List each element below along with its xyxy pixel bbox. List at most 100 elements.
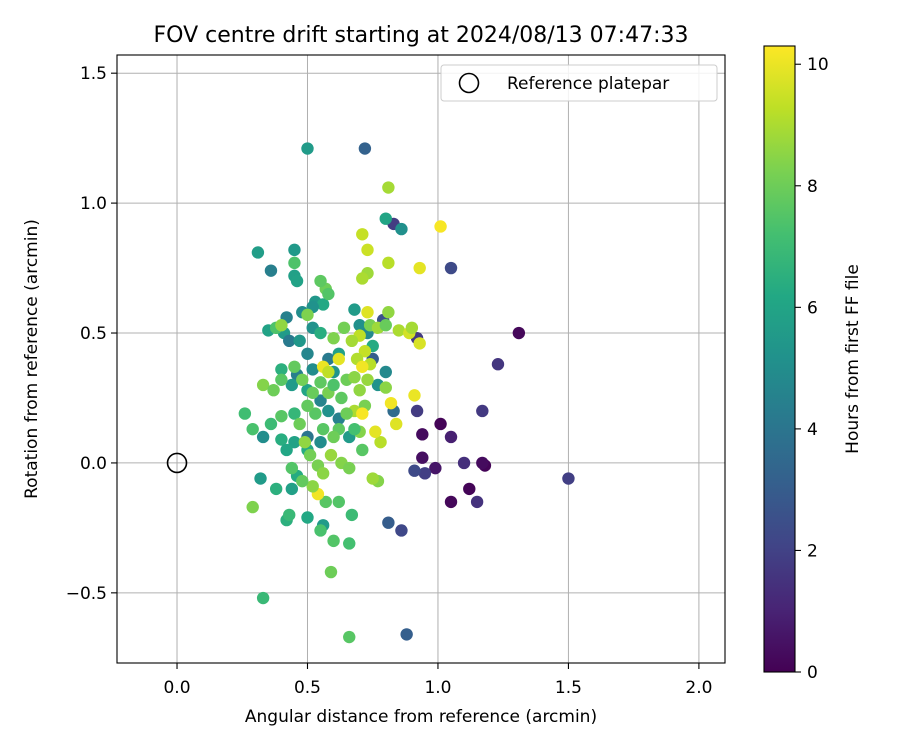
colorbar-tick-label: 6	[807, 298, 818, 318]
data-point	[309, 407, 322, 420]
data-point	[256, 591, 270, 605]
data-point	[356, 407, 369, 420]
data-point	[283, 508, 296, 522]
data-point	[275, 363, 288, 376]
data-point	[298, 435, 312, 449]
data-point	[314, 435, 327, 449]
y-axis-label: Rotation from reference (arcmin)	[22, 219, 42, 499]
data-point	[345, 334, 359, 348]
data-point	[343, 537, 356, 550]
data-point	[335, 391, 348, 405]
data-point	[293, 417, 306, 431]
colorbar-tick-label: 10	[807, 55, 829, 75]
data-point	[306, 480, 319, 493]
data-point	[314, 326, 327, 340]
y-axis-ticks: −0.5 0.0 0.5 1.0 1.5	[66, 64, 117, 604]
data-point	[332, 495, 346, 509]
data-point	[316, 298, 330, 311]
data-point	[301, 142, 314, 155]
data-point	[356, 443, 369, 457]
data-point	[379, 319, 392, 332]
data-point	[374, 435, 387, 449]
data-point	[400, 628, 413, 641]
y-tick-label: 0.5	[80, 324, 107, 344]
data-point	[285, 461, 299, 475]
data-point	[275, 319, 288, 332]
data-point	[264, 264, 278, 277]
y-tick-label: −0.5	[66, 584, 107, 604]
data-point	[314, 274, 327, 288]
data-point	[327, 378, 340, 392]
data-point	[246, 500, 259, 514]
data-point	[476, 456, 489, 470]
data-point	[324, 448, 338, 462]
data-point	[444, 261, 458, 275]
data-point	[413, 337, 426, 350]
data-point	[306, 363, 319, 376]
data-point	[306, 386, 319, 399]
y-tick-label: 1.5	[80, 64, 107, 84]
data-point	[343, 630, 356, 644]
data-point	[293, 334, 306, 348]
data-point	[285, 482, 299, 496]
colorbar: 0 2 4 6 8 10 Hours from first FF file	[763, 45, 863, 683]
data-point	[358, 142, 372, 155]
data-point	[384, 396, 398, 410]
data-point	[356, 228, 369, 241]
data-point	[288, 360, 301, 373]
data-point	[361, 373, 374, 386]
data-point	[358, 345, 372, 358]
data-point	[296, 373, 309, 386]
colorbar-tick-label: 0	[807, 663, 818, 683]
reference-platepar-marker	[166, 452, 188, 474]
data-point	[327, 534, 340, 548]
data-point	[254, 472, 267, 485]
data-point	[369, 425, 382, 438]
data-point	[348, 303, 361, 316]
data-point	[356, 272, 369, 285]
data-point	[301, 399, 314, 412]
data-point	[361, 306, 374, 319]
plot-frame	[116, 54, 726, 664]
data-point	[366, 472, 379, 485]
data-point	[379, 212, 392, 225]
data-points	[238, 142, 575, 644]
data-point	[283, 334, 296, 348]
data-point	[238, 407, 252, 420]
data-point	[246, 422, 259, 436]
data-point	[491, 357, 505, 371]
data-point	[392, 324, 406, 337]
data-point	[285, 378, 299, 392]
data-point	[290, 274, 304, 288]
data-point	[327, 332, 340, 345]
data-point	[382, 306, 395, 319]
colorbar-gradient	[763, 45, 796, 673]
data-point	[303, 448, 317, 462]
colorbar-label: Hours from first FF file	[843, 264, 863, 454]
data-point	[256, 378, 270, 392]
data-point	[348, 370, 361, 384]
data-point	[434, 417, 447, 431]
data-point	[382, 256, 395, 270]
data-point	[288, 256, 301, 270]
x-tick-label: 0.0	[163, 678, 190, 698]
legend-box	[440, 64, 718, 102]
legend-marker-icon	[458, 72, 480, 94]
data-point	[301, 308, 314, 322]
colorbar-tick-label: 2	[807, 541, 818, 561]
data-point	[416, 451, 429, 464]
data-point	[288, 243, 301, 257]
data-point	[405, 321, 419, 335]
data-point	[322, 365, 335, 379]
data-point	[463, 482, 476, 496]
data-point	[301, 511, 314, 524]
data-point	[256, 430, 270, 444]
data-point	[267, 383, 280, 397]
data-point	[444, 495, 458, 509]
data-point	[322, 404, 335, 418]
x-tick-label: 1.0	[424, 678, 451, 698]
data-point	[288, 407, 301, 420]
data-point	[301, 347, 314, 361]
data-point	[379, 381, 392, 394]
